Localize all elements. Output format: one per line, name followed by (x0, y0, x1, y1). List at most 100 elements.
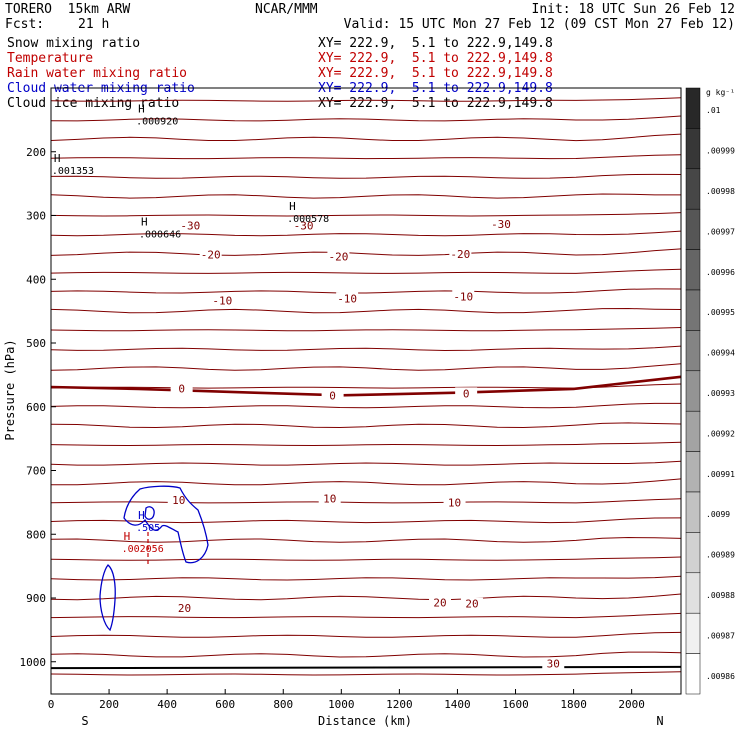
isotherm-label-bg (452, 290, 475, 303)
colorbar-swatch (685, 168, 701, 210)
isotherm-label-bg (490, 217, 512, 230)
colorbar-label: .00995 (706, 308, 735, 317)
colorbar-label: .00999 (706, 147, 735, 156)
colorbar-swatch (685, 451, 701, 493)
isotherm-label: 30 (547, 658, 560, 671)
x-tick-label: 400 (157, 698, 177, 711)
x-tick-label: 1800 (560, 698, 587, 711)
colorbar-swatch (685, 128, 701, 170)
max-value: .000646 (139, 230, 181, 241)
colorbar-swatch (685, 532, 701, 574)
plot-frame (50, 87, 682, 695)
ground-line (50, 665, 682, 670)
x-tick-label: 1200 (386, 698, 413, 711)
isotherm-label: -30 (294, 220, 314, 233)
isotherm-label-bg (292, 219, 315, 232)
isotherm-label: -10 (453, 290, 473, 303)
isotherm-line (50, 671, 682, 676)
isotherm-label: -30 (180, 220, 200, 233)
isotherm-line (50, 345, 682, 352)
isotherm-label: 0 (178, 382, 185, 395)
legend-name-snow: Snow mixing ratio (7, 36, 141, 51)
isotherm-line (50, 517, 682, 524)
legend-xy-temperature: XY= 222.9, 5.1 to 222.9,149.8 (318, 51, 553, 66)
max-marker: H (289, 200, 296, 213)
isotherm-line (50, 97, 682, 102)
isotherm-label: 10 (323, 493, 336, 506)
colorbar-label: .00994 (706, 349, 735, 358)
y-tick-label: 200 (26, 146, 46, 159)
max-value: .000920 (136, 117, 178, 128)
isotherm-line (50, 441, 682, 447)
model-title: TORERO 15km ARW (5, 2, 131, 17)
max-marker: H (124, 530, 131, 543)
temperature-isotherms: -30 -30 -30 -20 -20 -20 -10 -10 -10 0 0 0 10 10 10 20 20… (50, 97, 682, 676)
max-marker: H (141, 216, 148, 229)
colorbar-label: .00988 (706, 591, 735, 600)
isotherm-line (50, 212, 682, 217)
isotherm-label-bg (455, 387, 478, 400)
y-tick-label: 400 (26, 273, 46, 286)
isotherm-label-bg (460, 597, 483, 610)
isotherm-label: 0 (463, 387, 470, 400)
isotherm-label: 10 (172, 494, 185, 507)
isotherm-label-bg (173, 602, 196, 615)
x-start-label: S (81, 714, 88, 728)
y-tick-label: 800 (26, 528, 46, 541)
colorbar-label: .01 (706, 106, 721, 115)
colorbar-label: .0099 (706, 510, 730, 519)
center-title: NCAR/MMM (255, 2, 318, 17)
x-tick-label: 1000 (328, 698, 355, 711)
isotherm-line (50, 556, 682, 561)
isotherm-line (50, 631, 682, 638)
isotherm-line (50, 536, 682, 543)
colorbar-swatch (685, 208, 701, 250)
isotherm-line (50, 651, 682, 658)
isotherm-line (50, 498, 682, 504)
max-value: .002056 (122, 544, 164, 555)
isotherm-line (50, 612, 682, 619)
isotherm-line (50, 307, 682, 314)
max-marker: H (54, 152, 61, 165)
legend-xy-cloud-ice: XY= 222.9, 5.1 to 222.9,149.8 (318, 96, 553, 111)
isotherm-label: -10 (212, 294, 232, 307)
isotherm-line (50, 575, 682, 581)
colorbar-swatch (685, 249, 701, 291)
max-value: .000578 (287, 214, 329, 225)
colorbar-label: .00996 (706, 268, 735, 277)
x-tick-label: 200 (99, 698, 119, 711)
max-value: .001353 (52, 166, 94, 177)
isotherm-line (50, 230, 682, 237)
isotherm-label-bg (327, 250, 350, 263)
isotherm-label: 20 (465, 598, 478, 611)
colorbar-unit: g kg⁻¹ (706, 88, 735, 97)
colorbar-swatch (685, 491, 701, 533)
cloud-water-contour (123, 485, 209, 564)
y-tick-label: 500 (26, 337, 46, 350)
isotherm-label: -20 (450, 248, 470, 261)
legend-xy-rain: XY= 222.9, 5.1 to 222.9,149.8 (318, 66, 553, 81)
x-tick-label: 600 (215, 698, 235, 711)
colorbar-label: .00986 (706, 672, 735, 681)
colorbar-swatch (685, 370, 701, 412)
isotherm-label-bg (211, 294, 234, 307)
x-axis-label: Distance (km) (318, 714, 412, 728)
y-tick-label: 700 (26, 465, 46, 478)
isotherm-label: -20 (328, 250, 348, 263)
isotherm-line (50, 402, 681, 409)
colorbar-label: .00987 (706, 631, 735, 640)
legend-name-temperature: Temperature (7, 51, 94, 66)
isotherm-label: -30 (491, 218, 511, 231)
colorbar-swatch (685, 612, 701, 654)
colorbar-swatch (685, 330, 701, 372)
isotherm-line (50, 154, 682, 160)
isotherm-line (50, 115, 682, 122)
isotherm-line (50, 248, 682, 256)
y-tick-label: 1000 (20, 656, 47, 669)
axes: 0 200 400 600 800 1000 1200 1400 1600 1800 2000200… (20, 146, 645, 711)
cloud-water-contour-low (99, 564, 116, 632)
isotherm-label-bg (170, 382, 193, 395)
isotherm-line (50, 268, 682, 274)
colorbar-swatch (685, 289, 701, 331)
colorbar-label: .00991 (706, 470, 735, 479)
